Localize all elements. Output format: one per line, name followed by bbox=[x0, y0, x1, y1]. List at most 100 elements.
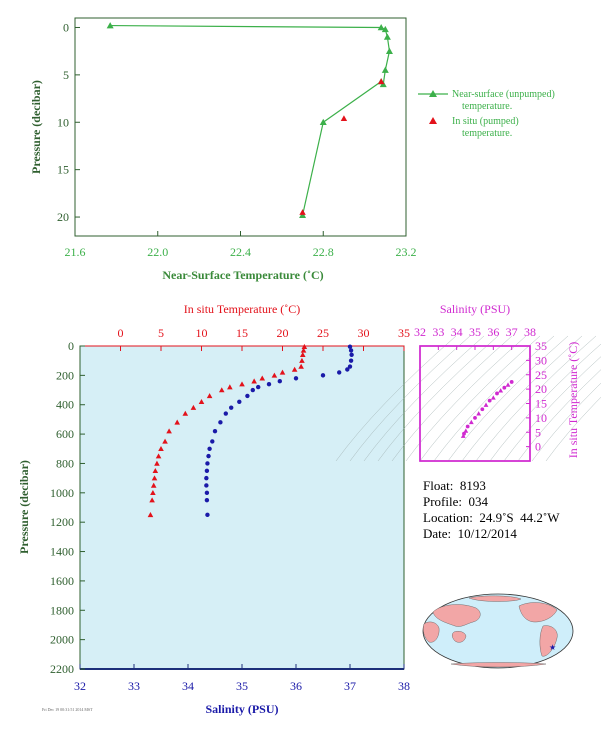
salinity-point bbox=[345, 367, 350, 372]
ts-x-tick-label: 38 bbox=[524, 325, 536, 339]
salinity-point bbox=[237, 399, 242, 404]
ts-contour-line bbox=[405, 335, 527, 462]
temperature-point bbox=[299, 352, 306, 358]
near-surface-point bbox=[381, 25, 389, 33]
in-situ-point bbox=[377, 78, 385, 85]
ts-contour-line bbox=[335, 335, 457, 462]
top-y-tick-label: 10 bbox=[57, 115, 69, 129]
profile-temperature-tick-label: 10 bbox=[196, 326, 208, 340]
salinity-point bbox=[205, 512, 210, 518]
top-x-tick-label: 22.0 bbox=[147, 245, 168, 259]
profile-salinity-tick-label: 37 bbox=[344, 679, 356, 693]
near-surface-point bbox=[383, 33, 391, 40]
ts-y-tick-label: 10 bbox=[535, 411, 547, 425]
profile-marks bbox=[147, 343, 354, 518]
ts-x-tick-label: 35 bbox=[469, 325, 481, 339]
ts-contour-line bbox=[391, 335, 513, 462]
temperature-point bbox=[291, 366, 298, 372]
ts-point bbox=[487, 398, 492, 403]
ts-x-tick-label: 33 bbox=[432, 325, 444, 339]
salinity-point bbox=[349, 352, 354, 358]
temperature-point bbox=[151, 475, 158, 481]
profile-temperature-tick-label: 20 bbox=[277, 326, 289, 340]
salinity-point bbox=[347, 344, 353, 349]
north-america bbox=[518, 602, 558, 623]
temperature-point bbox=[150, 482, 157, 488]
salinity-point bbox=[277, 379, 282, 384]
temperature-point bbox=[174, 419, 180, 425]
ts-point bbox=[462, 431, 466, 436]
temperature-point bbox=[149, 497, 155, 503]
profile-salinity-tick-label: 34 bbox=[182, 679, 194, 693]
profile-y-tick-label: 1200 bbox=[50, 515, 74, 529]
ts-point bbox=[490, 395, 496, 400]
legend-marker-in-situ bbox=[429, 117, 437, 124]
ts-point bbox=[463, 428, 469, 433]
south-america bbox=[539, 625, 558, 657]
footer-timestamp: Fri Dec 19 00:31:51 2014 MST bbox=[42, 707, 93, 712]
temperature-point bbox=[279, 369, 286, 375]
ts-contour-line bbox=[377, 335, 499, 462]
in-situ-point bbox=[299, 209, 306, 215]
continents bbox=[423, 595, 558, 668]
temperature-point bbox=[218, 387, 225, 393]
salinity-point bbox=[206, 453, 211, 459]
near-surface-point bbox=[377, 23, 385, 31]
salinity-point bbox=[250, 387, 255, 393]
salinity-point bbox=[266, 381, 272, 387]
ts-plot-frame bbox=[419, 345, 531, 462]
salinity-point bbox=[348, 348, 354, 353]
temperature-point bbox=[152, 467, 159, 474]
ts-contour-line bbox=[545, 396, 601, 462]
ts-contour-line bbox=[531, 382, 601, 462]
ts-contour-line bbox=[433, 335, 555, 462]
temperature-point bbox=[301, 343, 308, 349]
australia bbox=[452, 631, 467, 643]
profile-y-tick-label: 1400 bbox=[50, 545, 74, 559]
temperature-point bbox=[155, 453, 162, 459]
ts-y-tick-label: 25 bbox=[535, 368, 547, 382]
float-id: Float: 8193 bbox=[423, 478, 486, 493]
profile-temperature-tick-label: 30 bbox=[358, 326, 370, 340]
top-plot-frame bbox=[74, 17, 407, 237]
top-x-axis-label: Near-Surface Temperature (˚C) bbox=[162, 268, 323, 282]
ts-contour-line bbox=[447, 335, 569, 462]
top-y-axis-label: Pressure (decibar) bbox=[29, 80, 43, 174]
top-x-tick-label: 21.6 bbox=[65, 245, 86, 259]
asia-landmass bbox=[432, 604, 481, 627]
ts-x-tick-label: 36 bbox=[487, 325, 499, 339]
near-surface-point bbox=[319, 118, 327, 126]
profile-salinity-axis-label: Salinity (PSU) bbox=[205, 702, 278, 716]
near-surface-point bbox=[381, 66, 389, 73]
ts-y-axis-label: In situ Temperature (˚C) bbox=[566, 342, 580, 459]
temperature-point bbox=[147, 512, 154, 518]
temperature-point bbox=[198, 398, 205, 405]
temperature-point bbox=[154, 460, 160, 466]
temperature-point bbox=[158, 445, 164, 452]
temperature-point bbox=[299, 357, 305, 363]
ts-x-tick-label: 34 bbox=[451, 325, 463, 339]
ts-point bbox=[480, 407, 485, 412]
salinity-point bbox=[337, 370, 342, 375]
salinity-point bbox=[204, 468, 210, 473]
profile-y-tick-label: 2000 bbox=[50, 633, 74, 647]
profile-temperature-tick-label: 5 bbox=[158, 326, 164, 340]
ts-contour-line bbox=[419, 335, 541, 462]
ts-y-tick-label: 20 bbox=[535, 382, 547, 396]
profile-number: Profile: 034 bbox=[423, 494, 488, 509]
top-y-tick-label: 20 bbox=[57, 210, 69, 224]
temperature-point bbox=[227, 384, 233, 390]
top-legend: Near-surface (unpumped) temperature. In … bbox=[418, 89, 555, 139]
ts-contour-line bbox=[503, 356, 601, 462]
salinity-point bbox=[204, 497, 210, 503]
ts-y-tick-label: 15 bbox=[535, 397, 547, 411]
temperature-point bbox=[251, 378, 257, 384]
ts-contour-line bbox=[517, 369, 601, 462]
salinity-point bbox=[229, 405, 234, 410]
top-x-tick-label: 23.2 bbox=[396, 245, 417, 259]
temperature-point bbox=[162, 438, 168, 444]
profile-y-tick-label: 2200 bbox=[50, 662, 74, 676]
salinity-point bbox=[256, 384, 261, 390]
ts-x-tick-label: 37 bbox=[506, 325, 518, 339]
